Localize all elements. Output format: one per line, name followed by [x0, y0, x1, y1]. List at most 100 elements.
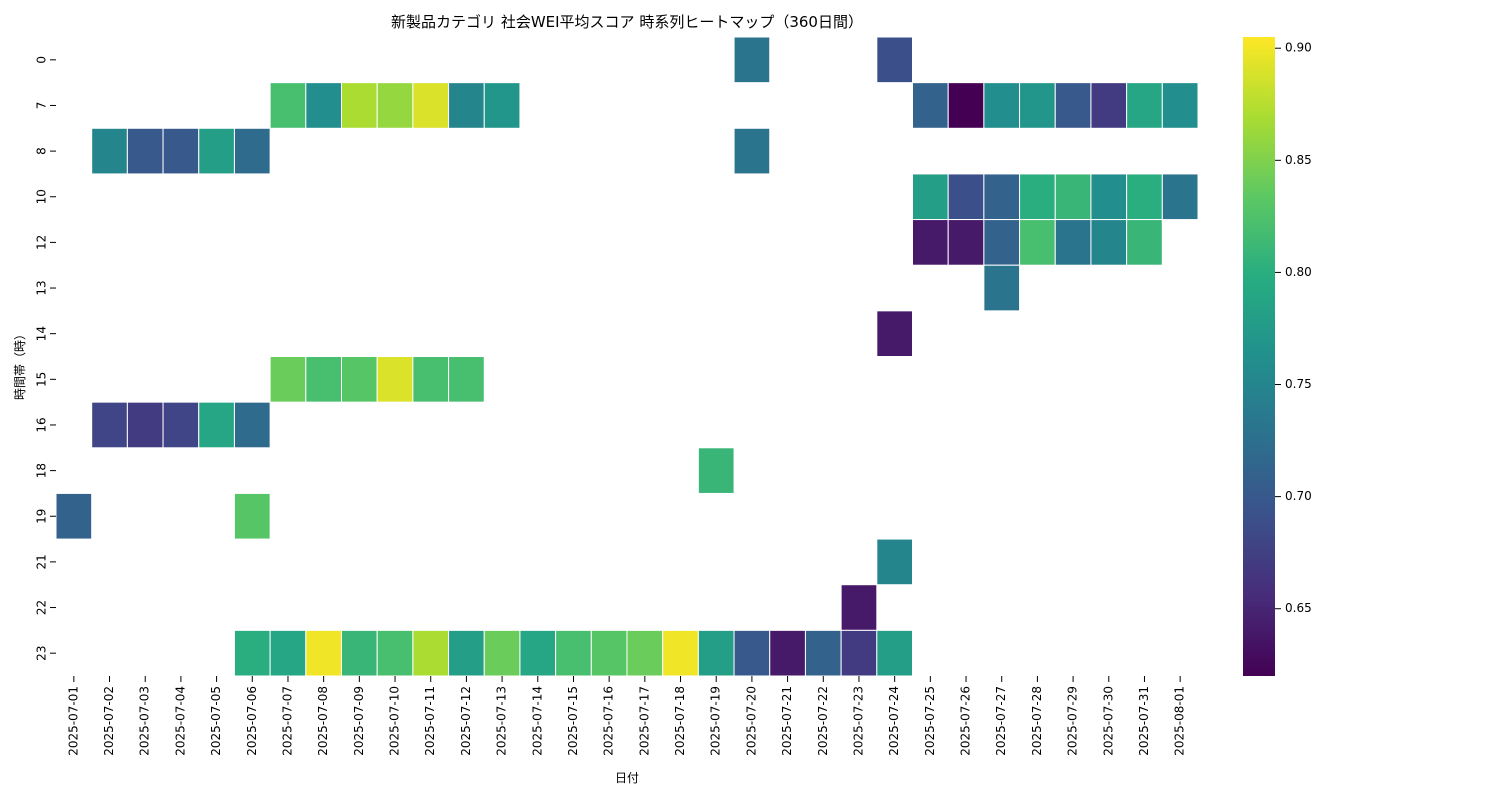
- x-axis: 2025-07-01 2025-07-02 2025-07-03 2025-07-04…: [66, 676, 1187, 756]
- heatmap-cell: [305, 356, 342, 403]
- heatmap-cell: [1161, 82, 1199, 129]
- heatmap-cell: [341, 629, 378, 677]
- heatmap-cell: [1054, 219, 1092, 266]
- heatmap-cell: [376, 356, 414, 403]
- heatmap-cell: [983, 264, 1021, 312]
- heatmap-cell: [804, 629, 842, 677]
- heatmap-cell: [983, 173, 1021, 221]
- heatmap-cell: [376, 82, 414, 129]
- heatmap-cell: [1054, 173, 1092, 221]
- heatmap-cell: [876, 36, 913, 84]
- heatmap-cell: [876, 538, 913, 586]
- heatmap-cell: [341, 356, 378, 403]
- heatmap-cell: [1019, 219, 1056, 266]
- x-tick-label: 2025-07-02: [102, 686, 116, 756]
- x-tick-label: 2025-07-17: [637, 686, 651, 756]
- heatmap-cell: [1126, 82, 1163, 129]
- x-tick-label: 2025-07-04: [173, 686, 187, 756]
- heatmap-cell: [1054, 82, 1092, 129]
- heatmap-cell: [126, 401, 164, 449]
- heatmap-cell: [1019, 82, 1056, 129]
- colorbar-tick-label: 0.90: [1285, 41, 1312, 55]
- heatmap-cell: [341, 82, 378, 129]
- heatmap-cell: [233, 127, 271, 175]
- heatmap-cell: [733, 127, 771, 175]
- x-tick-label: 2025-07-01: [66, 686, 80, 756]
- colorbar-ticks: 0.65 0.70 0.75 0.80 0.85 0.90: [1275, 41, 1312, 615]
- y-tick-label: 22: [35, 600, 49, 615]
- x-tick-label: 2025-07-18: [673, 686, 687, 756]
- heatmap-cell: [269, 82, 307, 129]
- heatmap-cell: [697, 447, 735, 494]
- heatmap-cell: [198, 127, 235, 175]
- x-tick-label: 2025-07-03: [138, 686, 152, 756]
- heatmap-cell: [912, 173, 949, 221]
- y-tick-label: 23: [35, 646, 49, 661]
- colorbar: [1243, 37, 1275, 676]
- y-tick-label: 15: [35, 372, 49, 387]
- y-tick-label: 18: [35, 463, 49, 478]
- heatmap-cell: [91, 401, 128, 449]
- heatmap-cell: [233, 492, 271, 540]
- y-tick-label: 8: [35, 147, 49, 155]
- x-tick-label: 2025-07-24: [887, 686, 901, 756]
- heatmap-cell: [1019, 173, 1056, 221]
- y-tick-label: 0: [35, 56, 49, 64]
- y-axis: 0 7 8 10 12 13 14 15 16 18 19 21 22 23: [35, 56, 56, 661]
- heatmap-cell: [448, 629, 485, 677]
- heatmap-cell: [483, 629, 521, 677]
- heatmap-cell: [1090, 219, 1128, 266]
- x-tick-label: 2025-07-22: [816, 686, 830, 756]
- colorbar-tick-label: 0.85: [1285, 153, 1312, 167]
- x-tick-label: 2025-07-29: [1066, 686, 1080, 756]
- x-tick-label: 2025-07-05: [209, 686, 223, 756]
- x-tick-label: 2025-07-07: [280, 686, 294, 756]
- heatmap-cell: [947, 173, 985, 221]
- heatmap-cell: [876, 629, 913, 677]
- y-tick-label: 14: [35, 326, 49, 341]
- x-tick-label: 2025-08-01: [1173, 686, 1187, 756]
- heatmap-cell: [162, 401, 200, 449]
- heatmap-cells: [55, 36, 1199, 677]
- x-tick-label: 2025-07-08: [316, 686, 330, 756]
- heatmap-cell: [876, 310, 913, 358]
- x-tick-label: 2025-07-14: [530, 686, 544, 756]
- heatmap-cell: [91, 127, 128, 175]
- x-axis-label: 日付: [615, 771, 639, 785]
- heatmap-cell: [733, 36, 771, 84]
- y-tick-label: 13: [35, 280, 49, 295]
- heatmap-cell: [519, 629, 557, 677]
- y-tick-label: 12: [35, 235, 49, 250]
- heatmap-cell: [947, 219, 985, 266]
- heatmap-cell: [1126, 173, 1163, 221]
- heatmap-cell: [1126, 219, 1163, 266]
- heatmap-cell: [233, 629, 271, 677]
- x-tick-label: 2025-07-28: [1030, 686, 1044, 756]
- heatmap-cell: [269, 356, 307, 403]
- heatmap-cell: [376, 629, 414, 677]
- heatmap-cell: [947, 82, 985, 129]
- heatmap-cell: [269, 629, 307, 677]
- heatmap-cell: [840, 584, 878, 631]
- heatmap-cell: [769, 629, 806, 677]
- heatmap-cell: [55, 492, 93, 540]
- heatmap-cell: [912, 82, 949, 129]
- colorbar-tick-label: 0.75: [1285, 377, 1312, 391]
- x-tick-label: 2025-07-21: [780, 686, 794, 756]
- heatmap-cell: [555, 629, 592, 677]
- x-tick-label: 2025-07-30: [1101, 686, 1115, 756]
- heatmap-cell: [412, 629, 450, 677]
- heatmap-cell: [483, 82, 521, 129]
- heatmap-cell: [733, 629, 771, 677]
- x-tick-label: 2025-07-12: [459, 686, 473, 756]
- colorbar-tick-label: 0.80: [1285, 265, 1312, 279]
- x-tick-label: 2025-07-19: [709, 686, 723, 756]
- heatmap-cell: [1090, 173, 1128, 221]
- heatmap-cell: [840, 629, 878, 677]
- heatmap-cell: [1090, 82, 1128, 129]
- x-tick-label: 2025-07-25: [923, 686, 937, 756]
- y-tick-label: 10: [35, 189, 49, 204]
- chart-title: 新製品カテゴリ 社会WEI平均スコア 時系列ヒートマップ（360日間）: [391, 13, 863, 31]
